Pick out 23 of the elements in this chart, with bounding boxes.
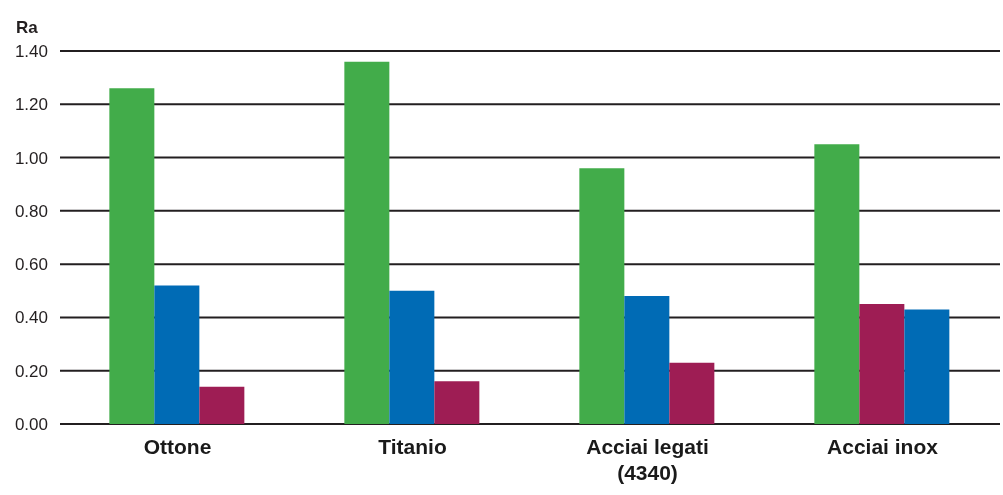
x-tick-label: Acciai inox	[827, 435, 939, 458]
y-tick-label: 0.80	[14, 201, 48, 221]
bar	[154, 285, 200, 424]
y-axis-title: Ra	[16, 18, 39, 37]
x-tick-label: Ottone	[143, 435, 212, 458]
y-tick-label: 1.40	[14, 42, 48, 62]
bar	[814, 144, 860, 424]
y-tick-label: 0.40	[14, 308, 48, 328]
y-tick-label: 0.20	[14, 361, 48, 381]
bar	[669, 362, 715, 424]
bar	[199, 386, 245, 424]
bar	[109, 88, 155, 424]
y-tick-label: 1.20	[14, 95, 48, 115]
x-tick-label: Titanio	[378, 435, 447, 458]
bar	[579, 168, 625, 424]
bar	[624, 296, 670, 424]
y-tick-label: 0.60	[14, 255, 48, 275]
bar	[344, 61, 390, 424]
y-tick-label: 0.00	[14, 415, 48, 435]
bar	[389, 290, 435, 424]
bar	[434, 381, 480, 424]
y-tick-label: 1.00	[14, 148, 48, 168]
x-tick-label: Acciai legati (4340)	[586, 435, 709, 484]
